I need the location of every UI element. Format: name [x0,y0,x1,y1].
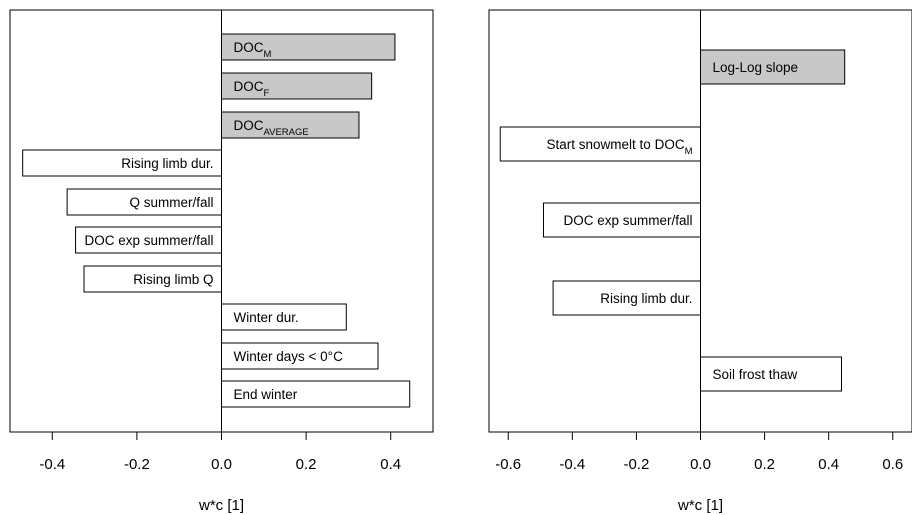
bar-label: DOCAVERAGE [234,118,309,138]
bar-label-text: DOC [234,79,264,94]
bar-doc-m [221,33,396,61]
bar-label-text: Q summer/fall [129,195,213,210]
bar-label: DOCF [234,79,270,99]
bar-label-text: Soil frost thaw [713,367,798,382]
bar-label-text: Rising limb dur. [600,291,692,306]
bar-label-text: Rising limb dur. [121,156,213,171]
x-tick-label: 0.4 [818,456,839,473]
x-tick-label: 0.0 [690,456,711,473]
x-axis-title: w*c [1] [198,497,244,514]
bar-label-text: Winter dur. [234,310,299,325]
bar-doc-average [221,111,360,139]
bar-label-text: Start snowmelt to DOC [547,137,685,152]
x-tick-label: 0.2 [296,456,317,473]
bar-log-log-slope [700,49,846,85]
bar-label-text: Rising limb Q [133,272,213,287]
x-tick-label: -0.4 [559,456,585,473]
x-tick-label: 0.6 [882,456,903,473]
bar-label: End winter [234,387,298,402]
bar-label: Rising limb Q [133,272,213,287]
bar-soil-frost-thaw [700,356,842,392]
bar-label-text: Winter days < 0°C [234,349,344,364]
bar-label-subscript: M [264,49,272,60]
bar-label: Soil frost thaw [713,367,798,382]
bar-label-subscript: M [685,146,693,157]
bar-rising-limb-dur [22,149,222,177]
bar-label: DOCM [234,40,272,60]
bar-label: Winter dur. [234,310,299,325]
x-tick-label: 0.0 [211,456,232,473]
bar-label: Start snowmelt to DOCM [547,137,693,157]
bar-label: Rising limb dur. [121,156,213,171]
bar-label: Rising limb dur. [600,291,692,306]
x-tick-label: -0.2 [124,456,150,473]
x-tick-label: 0.2 [754,456,775,473]
x-tick-label: -0.6 [495,456,521,473]
bar-label-text: End winter [234,387,298,402]
bar-label-subscript: F [264,88,270,99]
x-tick-label: -0.4 [39,456,65,473]
bar-label-text: DOC [234,40,264,55]
bar-label: Q summer/fall [129,195,213,210]
bar-label: Winter days < 0°C [234,349,344,364]
bar-label: DOC exp summer/fall [563,213,692,228]
bar-label-text: DOC exp summer/fall [84,233,213,248]
bar-label-text: DOC [234,118,264,133]
bar-label: Log-Log slope [713,60,799,75]
x-axis-title: w*c [1] [677,497,723,514]
x-tick-label: 0.4 [380,456,401,473]
bar-label-subscript: AVERAGE [264,127,309,138]
bar-doc-exp-summer-fall [542,202,702,238]
right-panel: Log-Log slope Start snowmelt to DOCM DOC e… [488,9,912,514]
bar-label: DOC exp summer/fall [84,233,213,248]
bar-start-snowmelt-to-doc-m [499,126,701,162]
bar-label-text: DOC exp summer/fall [563,213,692,228]
bar-rising-limb-dur [552,280,701,316]
x-tick-label: -0.2 [623,456,649,473]
bar-q-summer-fall [66,188,223,216]
bar-rising-limb-q [83,265,223,293]
bar-label-text: Log-Log slope [713,60,799,75]
bar-doc-f [221,72,373,100]
